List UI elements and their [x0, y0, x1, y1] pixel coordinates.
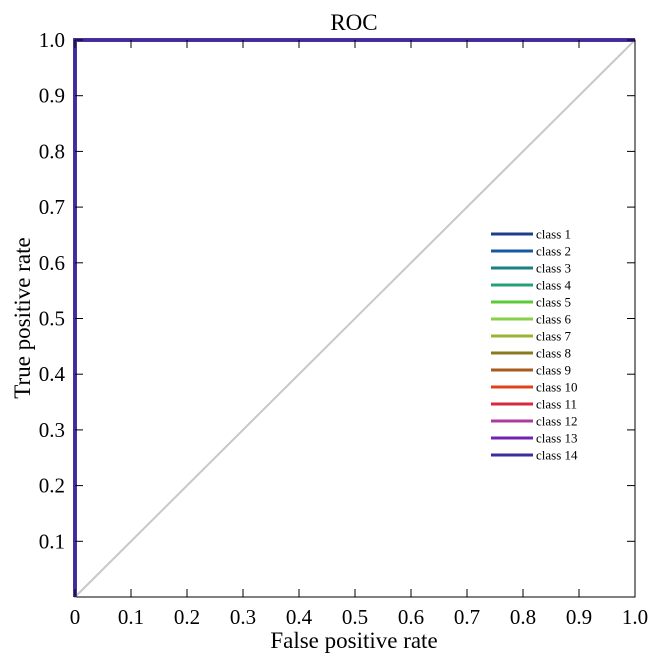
x-tick-label: 0.9	[566, 605, 592, 629]
y-tick-label: 0.6	[39, 251, 65, 275]
y-tick-label: 0.4	[39, 362, 66, 386]
legend-label-7: class 7	[536, 329, 572, 344]
legend-label-9: class 9	[536, 363, 571, 378]
y-tick-label: 0.1	[39, 529, 65, 553]
legend-label-12: class 12	[536, 414, 578, 429]
x-tick-label: 0.6	[398, 605, 424, 629]
x-tick-label: 0.5	[342, 605, 368, 629]
x-tick-label: 0.3	[230, 605, 256, 629]
y-tick-label: 0.5	[39, 307, 65, 331]
x-tick-label: 0.1	[118, 605, 144, 629]
y-axis-label: True positive rate	[10, 237, 35, 398]
y-tick-label: 0.9	[39, 84, 65, 108]
legend-label-3: class 3	[536, 261, 571, 276]
chart-title: ROC	[330, 10, 377, 35]
legend-label-8: class 8	[536, 346, 571, 361]
legend-label-6: class 6	[536, 312, 572, 327]
y-tick-label: 0.2	[39, 474, 65, 498]
y-tick-label: 1.0	[39, 28, 65, 52]
x-axis-label: False positive rate	[270, 628, 437, 653]
y-axis: 0.1 0.2 0.3 0.4 0.5 0.6 0.7 0.8 0.9 1.0	[39, 28, 635, 553]
diagonal-reference-line	[74, 39, 636, 598]
legend-label-13: class 13	[536, 431, 578, 446]
x-tick-label: 0.7	[454, 605, 480, 629]
x-axis: 0 0.1 0.2 0.3 0.4 0.5 0.6 0.7 0.8 0.9 1.0	[70, 40, 648, 629]
legend-label-4: class 4	[536, 278, 572, 293]
y-tick-label: 0.7	[39, 195, 65, 219]
diagonal-reference-layer	[74, 39, 636, 598]
legend-label-5: class 5	[536, 295, 571, 310]
legend-label-1: class 1	[536, 227, 571, 242]
x-tick-label: 0	[70, 605, 81, 629]
x-tick-label: 0.8	[510, 605, 536, 629]
x-tick-label: 1.0	[622, 605, 648, 629]
y-tick-label: 0.8	[39, 139, 65, 163]
legend-label-10: class 10	[536, 380, 578, 395]
y-tick-label: 0.3	[39, 418, 65, 442]
legend: class 1 class 2 class 3 class 4 class 5 class…	[491, 227, 578, 463]
legend-label-14: class 14	[536, 448, 578, 463]
legend-label-11: class 11	[536, 397, 577, 412]
x-tick-label: 0.2	[174, 605, 200, 629]
legend-label-2: class 2	[536, 244, 571, 259]
x-tick-label: 0.4	[286, 605, 313, 629]
